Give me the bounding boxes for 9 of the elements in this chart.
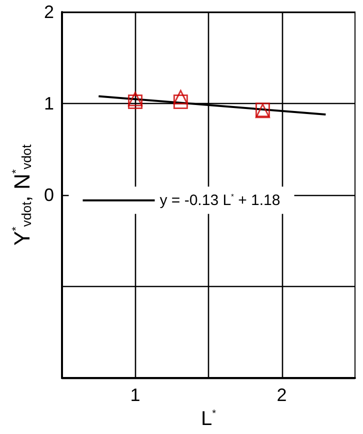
point [173, 94, 188, 109]
y-tick-label: 1 [44, 94, 54, 114]
y-tick-label: 0 [44, 185, 54, 206]
y-tick-label: 2 [44, 2, 54, 22]
point [128, 94, 142, 109]
point [128, 92, 142, 106]
x-axis-title: L* [200, 408, 216, 430]
y-axis-title: Y*vdot, N*vdot [10, 144, 35, 246]
point [173, 90, 188, 104]
